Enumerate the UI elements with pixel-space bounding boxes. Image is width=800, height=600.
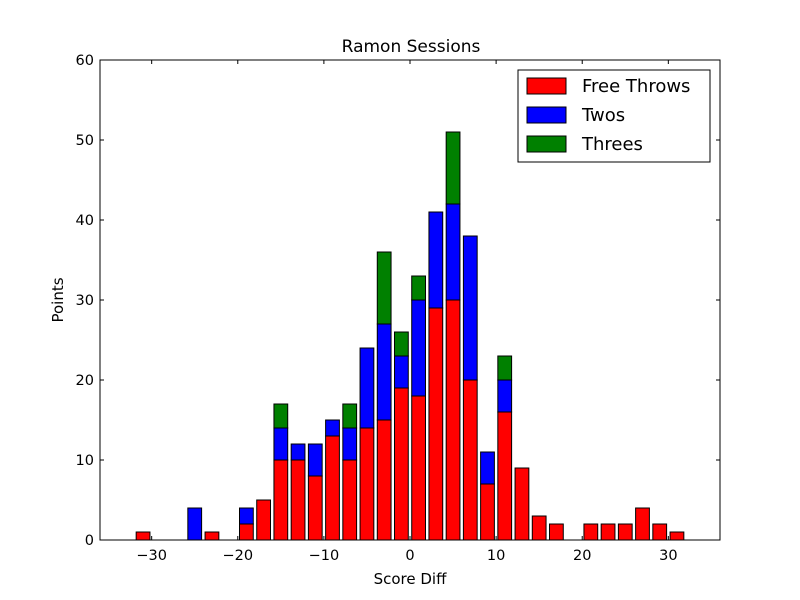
bar-twos-23: [497, 379, 513, 413]
bar-free-throws-24: [514, 467, 530, 541]
bar-free-throws-12: [307, 475, 323, 541]
bar-free-throws-11: [290, 459, 306, 541]
y-tick-label: 40: [76, 213, 94, 229]
legend-label-free-throws: Free Throws: [582, 76, 690, 97]
y-tick-label: 50: [76, 133, 94, 149]
bar-free-throws-25: [531, 515, 547, 541]
bar-free-throws-19: [428, 307, 444, 541]
bar-free-throws-32: [652, 523, 668, 541]
y-tick-label: 30: [76, 293, 94, 309]
bar-twos-13: [325, 419, 340, 437]
x-tick-label: −20: [222, 548, 253, 564]
bar-free-throws-30: [617, 523, 633, 541]
bar-free-throws-28: [583, 523, 599, 541]
bar-threes-16: [376, 251, 392, 325]
bar-twos-10: [273, 427, 289, 461]
bar-free-throws-18: [411, 395, 427, 541]
bar-threes-18: [411, 275, 427, 301]
bar-threes-23: [497, 355, 513, 381]
bar-free-throws-6: [204, 531, 220, 541]
x-tick-label: 10: [487, 548, 505, 564]
bar-free-throws-17: [394, 387, 409, 541]
x-tick-label: 30: [659, 548, 677, 564]
bar-free-throws-2: [135, 531, 151, 541]
bar-threes-10: [273, 403, 289, 429]
bar-threes-14: [342, 403, 358, 429]
bar-twos-11: [290, 443, 306, 461]
bar-twos-20: [445, 203, 461, 301]
bar-twos-21: [462, 235, 478, 381]
bar-free-throws-8: [239, 523, 254, 541]
x-tick-label: −10: [309, 548, 340, 564]
legend-swatch-twos: [526, 106, 567, 124]
bar-free-throws-23: [497, 411, 513, 541]
ticks-group: −30 −20 −10 0 10 20 30 0 10 20 30 40 50 60: [76, 53, 720, 564]
bar-free-throws-26: [549, 523, 564, 541]
legend-swatch-free-throws: [526, 77, 567, 95]
bar-free-throws-16: [376, 419, 392, 541]
plot-frame: [99, 59, 721, 541]
y-tick-label: 20: [76, 373, 94, 389]
x-tick-label: −30: [136, 548, 167, 564]
bar-twos-15: [359, 347, 375, 429]
bar-twos-19: [428, 211, 444, 309]
bar-free-throws-33: [669, 531, 685, 541]
y-tick-label: 0: [85, 533, 94, 549]
x-tick-label: 0: [405, 548, 414, 564]
legend: Free Throws Twos Threes: [517, 69, 711, 163]
legend-swatch-threes: [526, 135, 567, 153]
bar-twos-8: [239, 507, 254, 525]
bar-free-throws-20: [445, 299, 461, 541]
x-tick-label: 20: [573, 548, 591, 564]
bar-twos-16: [376, 323, 392, 421]
bars-group: [135, 131, 685, 541]
chart-title: Ramon Sessions: [342, 37, 481, 57]
bar-twos-18: [411, 299, 427, 397]
bar-twos-22: [480, 451, 495, 485]
bar-twos-12: [307, 443, 323, 477]
bar-twos-5: [187, 507, 203, 541]
bar-free-throws-14: [342, 459, 358, 541]
y-tick-label: 60: [76, 53, 94, 69]
bar-threes-17: [394, 331, 409, 357]
bar-free-throws-9: [256, 499, 272, 541]
y-axis-label: Points: [49, 277, 67, 322]
x-axis-label: Score Diff: [374, 570, 447, 588]
legend-label-twos: Twos: [581, 105, 625, 126]
bar-free-throws-31: [635, 507, 650, 541]
bar-free-throws-15: [359, 427, 375, 541]
legend-label-threes: Threes: [581, 134, 643, 155]
y-tick-label: 10: [76, 453, 94, 469]
bar-free-throws-21: [462, 379, 478, 541]
bar-twos-14: [342, 427, 358, 461]
bar-twos-17: [394, 355, 409, 389]
bar-free-throws-22: [480, 483, 495, 541]
bar-free-throws-13: [325, 435, 340, 541]
bar-threes-20: [445, 131, 461, 205]
bar-free-throws-10: [273, 459, 289, 541]
bar-free-throws-29: [600, 523, 616, 541]
